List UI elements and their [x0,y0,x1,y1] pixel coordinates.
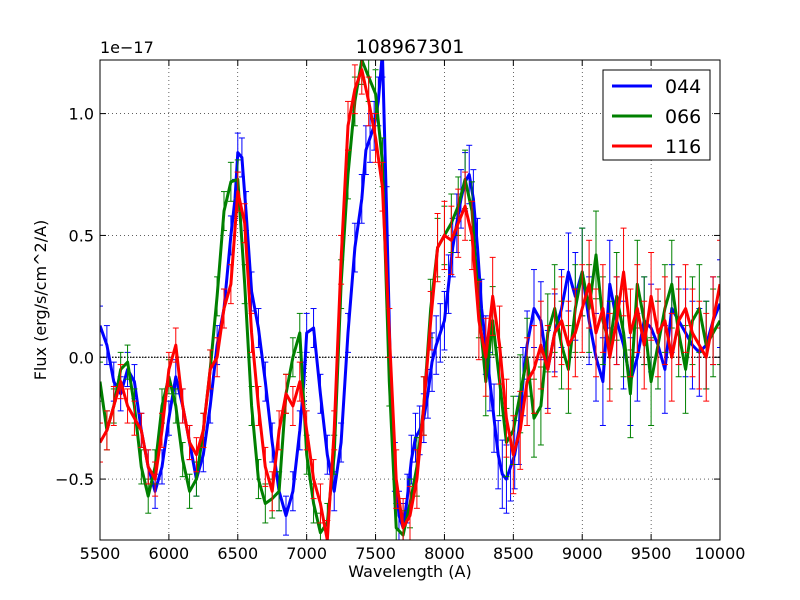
x-tick-label: 9000 [562,544,603,563]
x-tick-label: 8000 [424,544,465,563]
x-tick-label: 6000 [149,544,190,563]
y-tick-label: 0.5 [69,226,94,245]
x-tick-label: 8500 [493,544,534,563]
axis-ticks: 5500 6000 6500 7000 7500 8000 8500 9000 9500 1000… [55,60,745,563]
legend: 044 066 116 [602,69,711,161]
x-tick-label: 7500 [355,544,396,563]
x-tick-label: 9500 [631,544,672,563]
legend-label-116: 116 [665,136,701,158]
y-axis-label: Flux (erg/s/cm^2/A) [31,220,50,381]
x-tick-label: 6500 [217,544,258,563]
legend-label-066: 066 [665,106,701,128]
y-tick-label: −0.5 [55,470,94,489]
y-tick-label: 1.0 [69,105,94,124]
legend-label-044: 044 [665,76,701,98]
x-tick-label: 7000 [286,544,327,563]
x-axis-label: Wavelength (A) [348,562,471,581]
y-tick-label: 0.0 [69,348,94,367]
x-tick-label: 5500 [80,544,121,563]
series-layer [100,60,720,540]
y-offset-label: 1e−17 [100,38,154,57]
plot-frame [99,59,721,541]
x-tick-label: 10000 [695,544,746,563]
series-line-116 [100,68,720,540]
series-line-044 [100,60,720,530]
series-116 [100,60,720,540]
chart-title: 108967301 [356,36,465,58]
